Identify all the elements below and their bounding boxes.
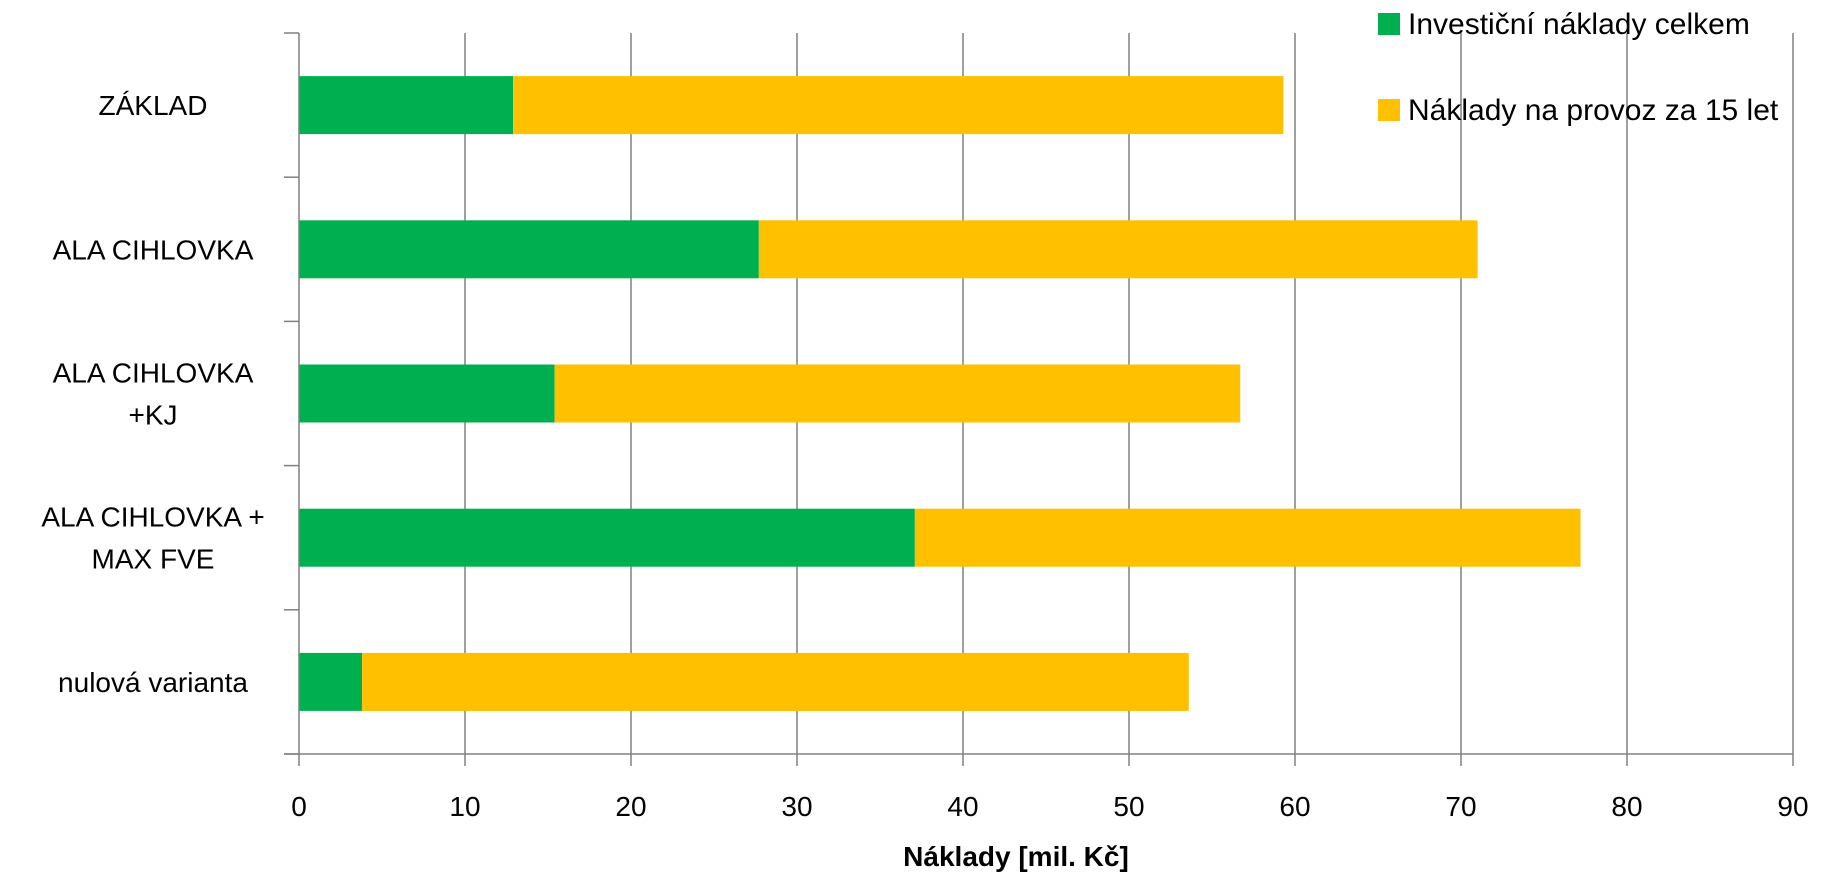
bar-segment-investment	[299, 652, 363, 711]
x-tick-label: 30	[781, 791, 812, 822]
bar-segment-operation	[914, 508, 1581, 567]
category-label-line: ZÁKLAD	[99, 90, 208, 121]
bar-segment-investment	[299, 76, 514, 135]
bar-segment-operation	[758, 220, 1478, 279]
category-label: ALA CIHLOVKA + MAX FVE	[41, 502, 264, 575]
category-label-line: nulová varianta	[58, 667, 248, 698]
category-label: ALA CIHLOVKA	[53, 234, 254, 265]
x-tick-labels: 0 10 20 30 40 50 60 70 80 90	[291, 791, 1808, 822]
bar-segment-operation	[513, 76, 1284, 135]
x-axis-title: Náklady [mil. Kč]	[903, 841, 1129, 872]
bar-segment-investment	[299, 364, 555, 423]
x-tick-label: 70	[1445, 791, 1476, 822]
axes	[284, 32, 1794, 766]
category-label: ZÁKLAD	[99, 90, 208, 121]
category-label: nulová varianta	[58, 667, 248, 698]
x-tick-label: 50	[1113, 791, 1144, 822]
x-tick-label: 20	[615, 791, 646, 822]
legend-swatch	[1378, 99, 1400, 121]
x-tick-label: 60	[1279, 791, 1310, 822]
bar-segment-investment	[299, 220, 759, 279]
bars	[299, 76, 1581, 711]
legend-swatch	[1378, 13, 1400, 35]
category-label-line: ALA CIHLOVKA	[53, 358, 254, 389]
x-tick-label: 40	[947, 791, 978, 822]
bar-segment-operation	[554, 364, 1241, 423]
category-label-line: ALA CIHLOVKA +	[41, 502, 264, 533]
x-tick-label: 0	[291, 791, 307, 822]
category-label-line: ALA CIHLOVKA	[53, 234, 254, 265]
category-label-line: MAX FVE	[92, 544, 215, 575]
bar-segment-operation	[362, 652, 1189, 711]
x-tick-label: 80	[1611, 791, 1642, 822]
category-label: ALA CIHLOVKA +KJ	[53, 358, 254, 431]
category-label-line: +KJ	[128, 400, 177, 431]
x-tick-label: 90	[1777, 791, 1808, 822]
legend-label: Náklady na provoz za 15 let	[1408, 94, 1779, 127]
legend-label: Investiční náklady celkem	[1408, 8, 1750, 41]
legend: Investiční náklady celkem Náklady na prov…	[1378, 8, 1779, 127]
x-tick-label: 10	[449, 791, 480, 822]
bar-segment-investment	[299, 508, 915, 567]
